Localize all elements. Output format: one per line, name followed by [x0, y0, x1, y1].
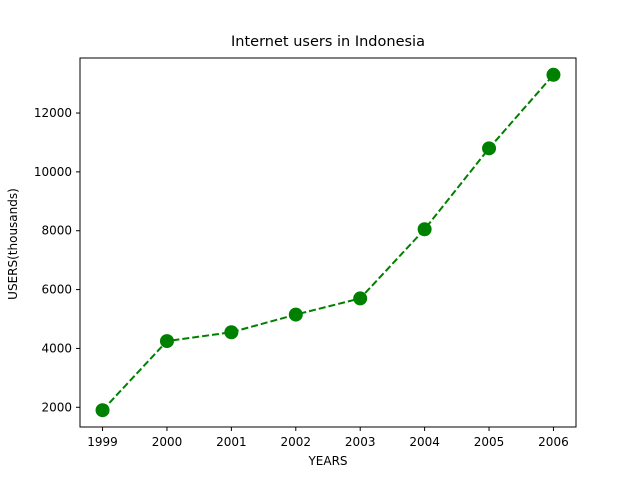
x-tick-label: 1999 [87, 435, 118, 449]
data-point [95, 403, 110, 418]
data-point [159, 334, 174, 349]
y-tick-label: 2000 [41, 400, 72, 414]
x-axis-label: YEARS [308, 454, 348, 468]
x-tick-label: 2001 [216, 435, 247, 449]
y-tick-label: 10000 [34, 165, 72, 179]
data-point [224, 325, 239, 340]
data-point [482, 141, 497, 156]
series-group [95, 67, 561, 418]
x-tick-label: 2000 [152, 435, 183, 449]
x-tick-label: 2005 [474, 435, 505, 449]
chart-title: Internet users in Indonesia [231, 34, 425, 50]
x-tick-label: 2004 [409, 435, 440, 449]
data-point [288, 307, 303, 322]
x-tick-label: 2006 [538, 435, 569, 449]
axes-frame [79, 57, 577, 428]
x-tick-label: 2003 [345, 435, 376, 449]
series-line [101, 74, 555, 411]
y-tick-label: 8000 [41, 224, 72, 238]
data-point [546, 67, 561, 82]
data-point [417, 222, 432, 237]
x-tick-label: 2002 [281, 435, 312, 449]
y-axis: 2000 4000 6000 8000 10000 12000 [34, 106, 80, 414]
y-tick-label: 6000 [41, 283, 72, 297]
data-point [353, 291, 368, 306]
y-tick-label: 12000 [34, 106, 72, 120]
y-tick-label: 4000 [41, 341, 72, 355]
x-axis: 1999 2000 2001 2002 2003 2004 2005 2006 [87, 427, 569, 449]
y-axis-label: USERS(thousands) [6, 188, 20, 300]
